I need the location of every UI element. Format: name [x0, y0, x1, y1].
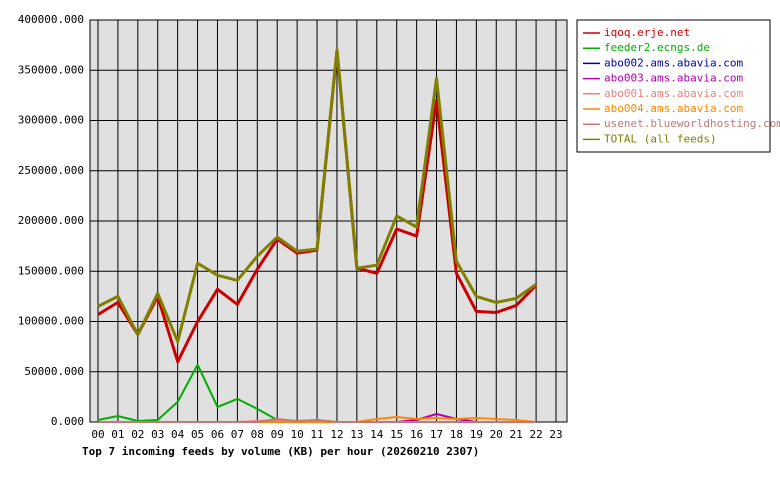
x-tick-label: 17 [430, 428, 443, 441]
x-tick-label: 05 [191, 428, 204, 441]
x-tick-label: 10 [291, 428, 304, 441]
y-tick-label: 350000.000 [18, 63, 84, 76]
y-tick-label: 200000.000 [18, 214, 84, 227]
legend-box [576, 19, 771, 153]
x-tick-label: 09 [271, 428, 284, 441]
series-line [98, 418, 537, 423]
x-tick-label: 08 [251, 428, 264, 441]
x-tick-label: 04 [171, 428, 185, 441]
x-tick-label: 21 [510, 428, 523, 441]
x-tick-label: 11 [310, 428, 323, 441]
x-tick-label: 00 [91, 428, 104, 441]
y-tick-label: 250000.000 [18, 164, 84, 177]
legend-label: abo003.ams.abavia.com [604, 72, 743, 85]
x-tick-label: 06 [211, 428, 224, 441]
x-tick-label: 14 [370, 428, 384, 441]
x-tick-label: 20 [490, 428, 503, 441]
x-tick-label: 12 [330, 428, 343, 441]
legend-label: abo002.ams.abavia.com [604, 56, 743, 69]
x-tick-label: 22 [529, 428, 542, 441]
y-tick-label: 300000.000 [18, 114, 84, 127]
x-tick-label: 07 [231, 428, 244, 441]
legend-label: TOTAL (all feeds) [604, 132, 717, 145]
x-tick-label: 15 [390, 428, 403, 441]
x-tick-label: 01 [111, 428, 124, 441]
x-tick-label: 23 [549, 428, 562, 441]
legend-label: abo004.ams.abavia.com [604, 102, 743, 115]
x-tick-label: 18 [450, 428, 463, 441]
y-tick-label: 0.000 [51, 415, 84, 428]
x-tick-label: 13 [350, 428, 363, 441]
legend-label: usenet.blueworldhosting.com [604, 117, 780, 130]
legend-label: iqoq.erje.net [604, 26, 690, 39]
y-tick-label: 50000.000 [24, 365, 84, 378]
x-tick-label: 03 [151, 428, 164, 441]
x-tick-label: 02 [131, 428, 144, 441]
y-tick-label: 100000.000 [18, 315, 84, 328]
x-tick-label: 16 [410, 428, 423, 441]
y-tick-label: 400000.000 [18, 13, 84, 26]
series-line [97, 48, 537, 344]
chart-title: Top 7 incoming feeds by volume (KB) per … [82, 445, 479, 458]
y-tick-label: 150000.000 [18, 264, 84, 277]
legend-label: abo001.ams.abavia.com [604, 87, 743, 100]
x-tick-label: 19 [470, 428, 483, 441]
legend-label: feeder2.ecngs.de [604, 41, 710, 54]
